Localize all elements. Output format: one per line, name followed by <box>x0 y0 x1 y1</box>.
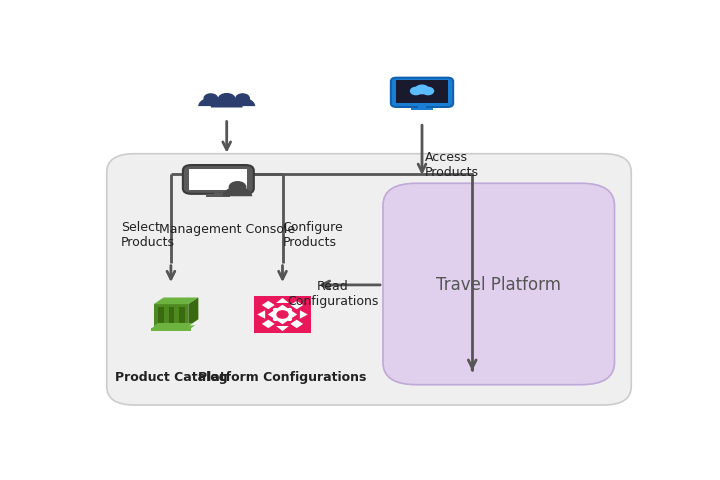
Bar <box>168 307 174 323</box>
Circle shape <box>236 94 249 103</box>
Polygon shape <box>151 325 195 328</box>
Wedge shape <box>198 98 223 106</box>
Text: Configure
Products: Configure Products <box>282 221 343 249</box>
Polygon shape <box>276 298 289 303</box>
Polygon shape <box>300 310 307 319</box>
Wedge shape <box>211 97 243 108</box>
FancyBboxPatch shape <box>254 296 311 333</box>
Bar <box>214 192 223 195</box>
Circle shape <box>288 309 292 311</box>
Wedge shape <box>230 98 255 106</box>
Text: Platform Configurations: Platform Configurations <box>198 371 366 384</box>
Circle shape <box>204 94 217 103</box>
Wedge shape <box>223 187 252 196</box>
Polygon shape <box>262 301 274 309</box>
Polygon shape <box>153 298 199 304</box>
Circle shape <box>274 318 277 320</box>
Polygon shape <box>276 326 289 331</box>
Text: Management Console: Management Console <box>158 223 294 236</box>
Polygon shape <box>153 323 193 326</box>
FancyBboxPatch shape <box>391 78 453 107</box>
Bar <box>397 81 448 103</box>
Bar <box>153 326 189 328</box>
Polygon shape <box>290 301 303 309</box>
Circle shape <box>288 318 292 320</box>
Polygon shape <box>189 298 199 326</box>
Bar <box>158 307 164 323</box>
Text: Travel Platform: Travel Platform <box>436 276 561 294</box>
Bar <box>418 106 426 108</box>
Circle shape <box>277 311 288 318</box>
FancyBboxPatch shape <box>107 154 631 405</box>
Polygon shape <box>290 320 303 328</box>
FancyBboxPatch shape <box>183 165 254 194</box>
Bar <box>189 169 248 190</box>
Bar <box>153 304 189 326</box>
Circle shape <box>281 320 284 323</box>
Circle shape <box>230 182 246 192</box>
Circle shape <box>271 313 274 316</box>
Bar <box>151 328 191 331</box>
Circle shape <box>423 87 433 95</box>
Polygon shape <box>257 310 265 319</box>
Text: Select
Products: Select Products <box>121 221 175 249</box>
Circle shape <box>415 85 428 94</box>
Bar <box>415 90 429 93</box>
Text: Product Catalog: Product Catalog <box>114 371 228 384</box>
Bar <box>179 307 185 323</box>
Text: Read
Configurations: Read Configurations <box>287 280 379 308</box>
Circle shape <box>291 313 294 316</box>
Circle shape <box>281 307 284 309</box>
FancyBboxPatch shape <box>383 183 615 384</box>
Bar <box>411 108 433 110</box>
Circle shape <box>410 87 421 95</box>
Text: Access
Products: Access Products <box>425 151 479 179</box>
Polygon shape <box>268 305 297 324</box>
Circle shape <box>218 94 235 105</box>
Bar <box>207 194 230 197</box>
Polygon shape <box>262 320 274 328</box>
Circle shape <box>274 309 277 311</box>
